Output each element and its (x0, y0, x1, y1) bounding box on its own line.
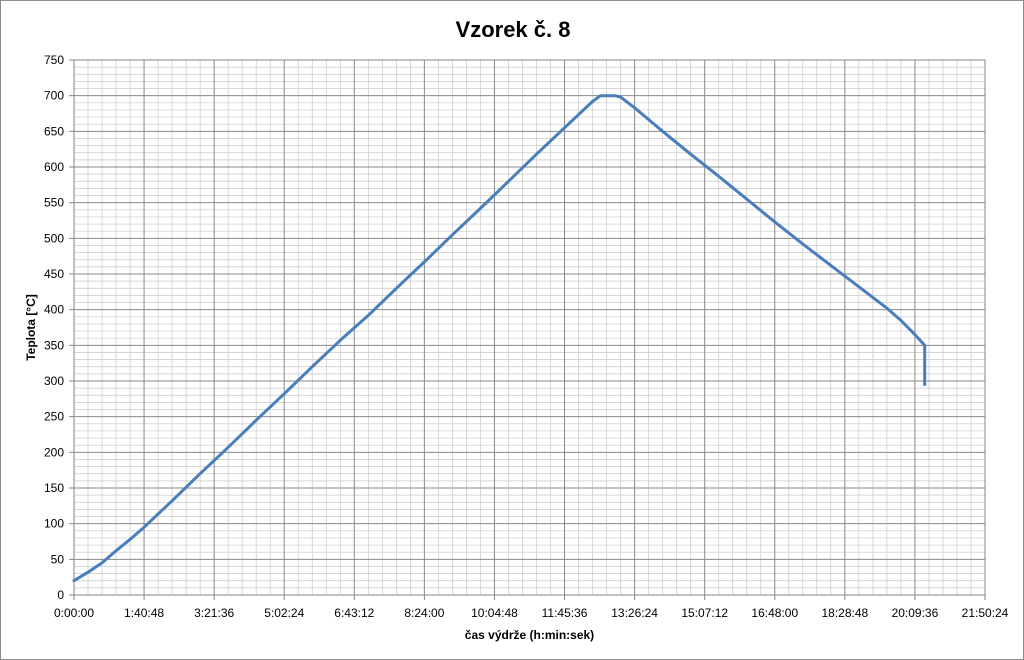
x-tick-label: 6:43:12 (334, 606, 374, 620)
x-tick-label: 10:04:48 (471, 606, 518, 620)
y-tick-label: 550 (44, 196, 64, 210)
y-axis-title: Teplota [°C] (24, 294, 38, 361)
x-tick-label: 1:40:48 (124, 606, 164, 620)
x-tick-label: 8:24:00 (404, 606, 444, 620)
y-tick-label: 250 (44, 410, 64, 424)
chart-title: Vzorek č. 8 (456, 17, 571, 42)
y-tick-label: 450 (44, 267, 64, 281)
temperature-series-line (72, 94, 927, 583)
x-tick-label: 11:45:36 (542, 606, 588, 620)
y-tick-label: 650 (44, 124, 64, 138)
x-axis-title: čas výdrže (h:min:sek) (465, 628, 594, 642)
x-tick-label: 3:21:36 (194, 606, 234, 620)
y-tick-label: 150 (44, 481, 64, 495)
x-tick-label: 5:02:24 (264, 606, 304, 620)
x-tick-label: 15:07:12 (681, 606, 728, 620)
y-tick-label: 0 (57, 588, 64, 602)
y-tick-label: 100 (44, 517, 64, 531)
x-tick-label: 16:48:00 (751, 606, 798, 620)
series-layer (72, 94, 927, 583)
x-tick-label: 18:28:48 (821, 606, 868, 620)
y-tick-label: 50 (51, 552, 65, 566)
x-tick-label: 0:00:00 (54, 606, 94, 620)
x-tick-label: 21:50:24 (962, 606, 1009, 620)
y-tick-label: 600 (44, 160, 64, 174)
x-tick-label: 20:09:36 (892, 606, 939, 620)
y-tick-label: 750 (44, 53, 64, 67)
y-tick-label: 700 (44, 89, 64, 103)
y-tick-label: 200 (44, 445, 64, 459)
y-tick-label: 350 (44, 338, 64, 352)
y-tick-label: 300 (44, 374, 64, 388)
major-gridlines (69, 59, 986, 600)
y-axis-tick-labels: 0 50 100 150 200 250 300 350 400 450 500 550 600 650 7… (44, 53, 64, 602)
plot-area (73, 59, 986, 596)
x-tick-label: 13:26:24 (611, 606, 658, 620)
y-tick-label: 400 (44, 303, 64, 317)
y-tick-label: 500 (44, 231, 64, 245)
x-axis-tick-labels: 0:00:00 1:40:48 3:21:36 5:02:24 6:43:12 8:24:… (54, 606, 1009, 620)
minor-gridlines (74, 60, 985, 595)
